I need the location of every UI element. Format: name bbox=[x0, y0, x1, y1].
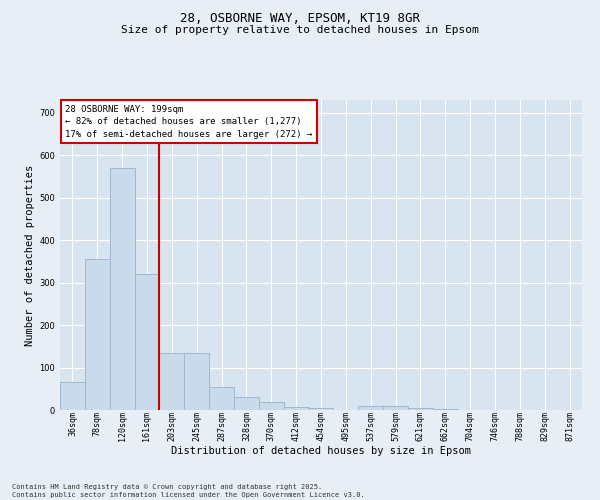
Bar bbox=[85, 259, 110, 410]
X-axis label: Distribution of detached houses by size in Epsom: Distribution of detached houses by size … bbox=[171, 446, 471, 456]
Bar bbox=[209, 386, 234, 410]
Text: Contains HM Land Registry data © Crown copyright and database right 2025.
Contai: Contains HM Land Registry data © Crown c… bbox=[12, 484, 365, 498]
Text: 28 OSBORNE WAY: 199sqm
← 82% of detached houses are smaller (1,277)
17% of semi-: 28 OSBORNE WAY: 199sqm ← 82% of detached… bbox=[65, 104, 313, 138]
Bar bbox=[358, 406, 383, 410]
Bar bbox=[259, 402, 284, 410]
Bar bbox=[308, 408, 334, 410]
Bar bbox=[110, 168, 134, 410]
Bar bbox=[408, 408, 433, 410]
Bar bbox=[383, 406, 408, 410]
Y-axis label: Number of detached properties: Number of detached properties bbox=[25, 164, 35, 346]
Bar bbox=[160, 352, 184, 410]
Bar bbox=[234, 398, 259, 410]
Text: 28, OSBORNE WAY, EPSOM, KT19 8GR: 28, OSBORNE WAY, EPSOM, KT19 8GR bbox=[180, 12, 420, 26]
Bar bbox=[60, 382, 85, 410]
Text: Size of property relative to detached houses in Epsom: Size of property relative to detached ho… bbox=[121, 25, 479, 35]
Bar bbox=[284, 406, 308, 410]
Bar bbox=[134, 274, 160, 410]
Bar bbox=[433, 409, 458, 410]
Bar bbox=[184, 352, 209, 410]
